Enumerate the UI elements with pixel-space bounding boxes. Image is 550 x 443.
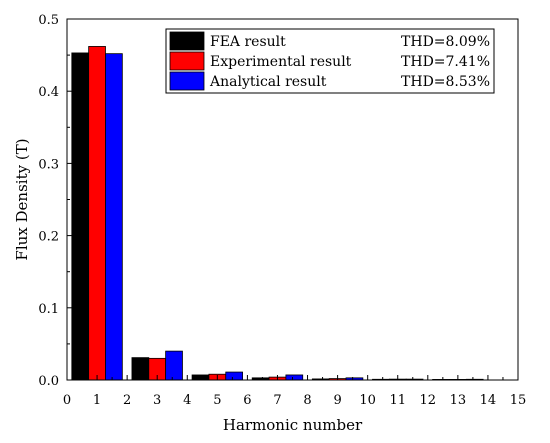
y-tick-label: 0.4 [38, 85, 59, 100]
bar-analytical-result-h7 [285, 374, 304, 381]
x-tick-label: 14 [480, 393, 497, 408]
legend-swatch-fea-result [169, 31, 205, 51]
legend-thd-value: THD=8.09% [401, 34, 490, 50]
x-tick-label: 2 [123, 393, 131, 408]
x-tick-label: 8 [303, 393, 311, 408]
x-tick-label: 12 [420, 393, 437, 408]
y-tick-label: 0.3 [38, 157, 59, 172]
legend-swatch-experimental-result [169, 51, 205, 71]
legend-swatch-analytical-result [169, 71, 205, 91]
x-tick-label: 13 [450, 393, 467, 408]
y-tick-label: 0.5 [38, 13, 59, 28]
x-tick-label: 15 [510, 393, 527, 408]
x-tick-label: 4 [183, 393, 191, 408]
bar-fea-result-h3 [131, 357, 150, 381]
legend: FEA result THD=8.09% Experimental result TH… [165, 28, 495, 94]
legend-entries: FEA result THD=8.09% Experimental result TH… [169, 31, 490, 91]
bar-analytical-result-h3 [165, 350, 183, 381]
x-tick-label: 10 [359, 393, 376, 408]
x-tick-label: 9 [333, 393, 341, 408]
bar-fea-result-h5 [191, 374, 210, 381]
x-axis-title: Harmonic number [223, 416, 363, 434]
bar-analytical-result-h5 [225, 371, 243, 381]
x-tick-label: 5 [213, 393, 221, 408]
x-tick-label: 3 [153, 393, 161, 408]
y-tick-label: 0.1 [38, 302, 59, 317]
legend-label: Analytical result [209, 74, 327, 90]
bar-experimental-result-h1 [88, 46, 106, 381]
y-ticks-group: 0.0 0.1 0.2 0.3 0.4 0.5 [38, 13, 72, 389]
legend-label: Experimental result [210, 54, 352, 70]
y-tick-label: 0.2 [38, 230, 59, 245]
y-tick-label: 0.0 [38, 374, 59, 389]
x-tick-label: 7 [273, 393, 281, 408]
legend-box [165, 28, 495, 94]
x-tick-label: 11 [389, 393, 406, 408]
bar-analytical-result-h1 [105, 53, 123, 381]
x-tick-label: 0 [63, 393, 71, 408]
bars-group [71, 46, 484, 381]
x-tick-label: 1 [93, 393, 101, 408]
y-axis-title: Flux Density (T) [13, 138, 31, 260]
x-tick-label: 6 [243, 393, 251, 408]
x-ticks-group: 0 1 2 3 4 5 6 7 8 9 10 11 12 13 14 15 [63, 375, 526, 408]
legend-thd-value: THD=7.41% [401, 54, 490, 70]
legend-label: FEA result [210, 34, 286, 50]
legend-thd-value: THD=8.53% [401, 74, 490, 90]
bar-fea-result-h1 [71, 52, 90, 381]
